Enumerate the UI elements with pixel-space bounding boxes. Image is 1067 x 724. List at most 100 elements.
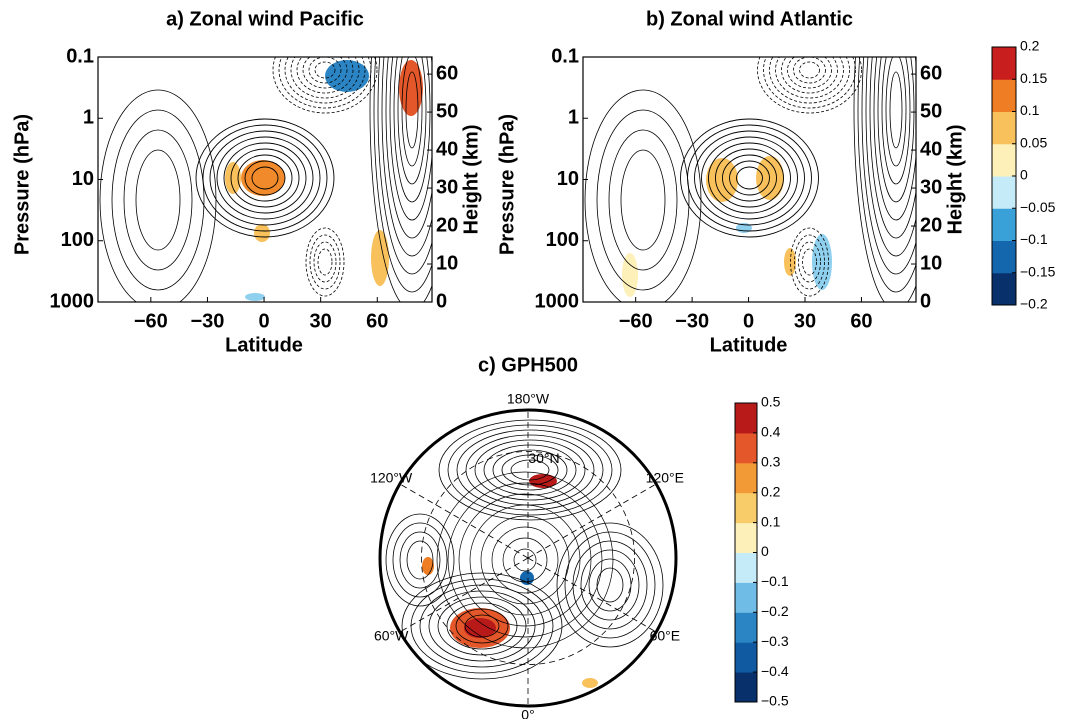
colorbar-band [992,208,1016,241]
contour-line [272,57,378,114]
contour-line [861,57,916,275]
x-tick-label: −60 [619,310,653,332]
contour-line [802,248,817,276]
contour-line [881,57,911,185]
contour-line [865,57,916,257]
colorbar-tick-label: −0.3 [761,633,789,649]
shaded-area [225,162,241,194]
contour-line [793,57,826,84]
x-tick-label: 30 [794,310,816,332]
contour-line [313,241,337,283]
contour-line [244,160,286,196]
contour-line [799,61,820,79]
contour-line [763,57,856,109]
contour-line [456,429,604,511]
contour-line [729,160,770,196]
contour-line [284,57,366,104]
colorbar-band [735,432,757,464]
contour-line [405,71,419,149]
contour-line [314,61,336,79]
contour-line [889,71,903,149]
x-tick-label: 60 [366,310,388,332]
meridian-label: 60°E [650,628,681,644]
contour-line [397,57,427,185]
colorbar-band [735,522,757,553]
meridian-line [399,557,529,633]
x-tick-label: 0 [743,310,754,332]
contour-line [290,57,360,99]
y-tick-label: 0.1 [551,45,579,67]
contour-line [787,57,832,89]
colorbar-band [735,403,757,434]
contour-line [596,567,624,603]
contour-line [447,482,603,638]
y2-tick-label: 50 [920,100,942,122]
y2-tick-label: 0 [436,290,447,312]
contour-line [680,118,819,238]
y-tick-label: 100 [546,229,579,251]
contour-line [715,148,784,208]
shaded-area [756,156,784,200]
meridian-label: 120°E [646,470,684,486]
colorbar-band [735,612,757,643]
contour-line [483,444,577,496]
colorbar-tick-label: −0.2 [761,603,789,619]
y2-tick-label: 40 [436,138,458,160]
shaded-area [371,230,389,286]
contour-line [428,590,536,662]
contour-line [798,241,821,283]
contour-line [885,57,907,167]
meridian-line [527,557,657,633]
shaded-area [520,571,534,585]
contour-line [556,522,664,648]
parallel-label: 30°N [528,450,559,466]
y-tick-label: 1 [568,107,579,129]
y2-tick-label: 40 [920,138,942,160]
x-axis-label: Latitude [225,334,303,356]
contour-line [736,166,763,190]
shaded-area [464,618,496,638]
shaded-area [784,248,796,276]
colorbar-tick-label: 0.3 [761,454,781,470]
contour-line [584,89,702,302]
colorbar-tick-label: 0.15 [1020,70,1047,86]
contour-line [501,454,559,486]
panel-title: c) GPH500 [478,354,578,376]
contour-line [513,548,537,572]
shaded-area [254,224,270,242]
contour-line [608,129,678,271]
contour-line [406,540,434,580]
y2-tick-label: 10 [920,252,942,274]
contour-line [857,57,916,293]
contour-line [369,57,432,302]
contour-line [99,89,217,302]
colorbar-tick-label: 0 [1020,167,1028,183]
contour-line [302,57,348,89]
contour-line [237,154,293,202]
contour-line [492,449,568,491]
y2-tick-label: 0 [920,290,931,312]
y-axis-label: Pressure (hPa) [11,114,33,255]
contour-line [401,572,563,680]
contour-line [393,57,431,203]
colorbar-band [992,143,1016,177]
colorbar-tick-label: −0.2 [1020,296,1048,312]
contour-line [588,558,632,612]
contour-line [694,130,805,226]
contour-line [401,57,423,167]
map-frame [378,408,678,708]
shaded-area [706,158,738,202]
contour-line [438,419,622,521]
map-field [385,410,664,706]
colorbar-tick-label: −0.15 [1020,263,1056,279]
contour-line [317,248,333,276]
contour-line [251,166,279,190]
colorbar-tick-label: 0.5 [761,394,781,410]
contour-line [564,531,656,639]
contour-line [491,526,559,594]
contour-line [385,513,455,607]
y-tick-label: 0.1 [66,45,94,67]
contour-line [877,57,915,203]
